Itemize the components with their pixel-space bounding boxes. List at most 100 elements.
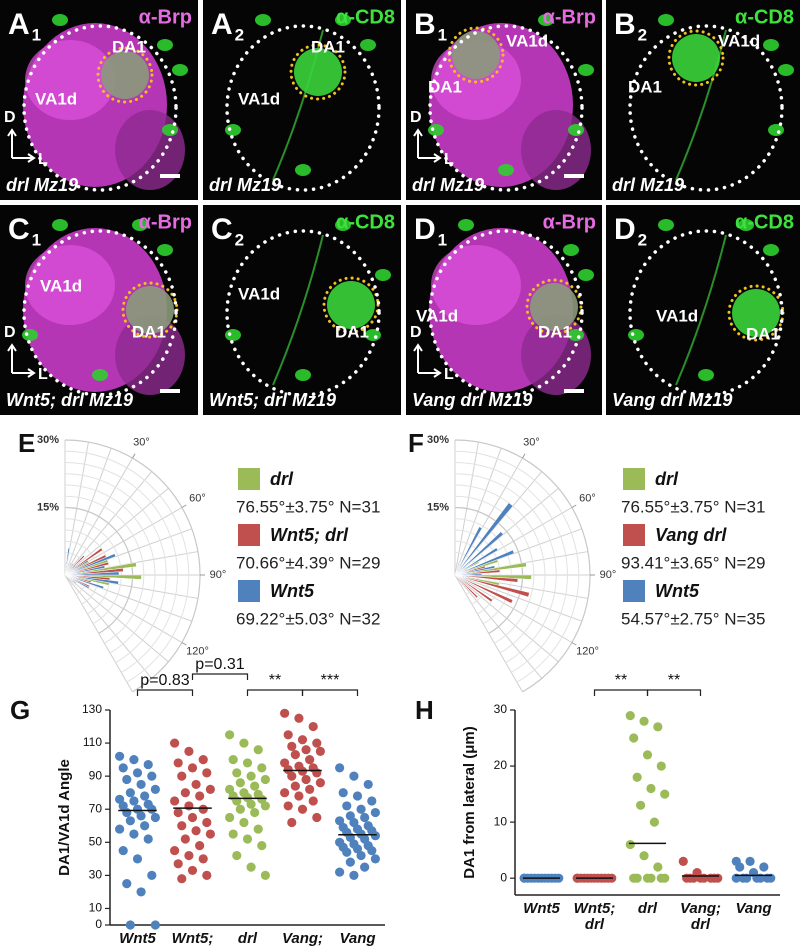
x-tick-label: Vang; drl (679, 900, 722, 933)
panel-subscript: 2 (235, 25, 244, 44)
data-point (184, 801, 194, 811)
data-point (250, 807, 260, 818)
data-point (335, 763, 345, 773)
data-point (198, 755, 208, 765)
data-point (280, 708, 290, 718)
rose-wedge (64, 561, 70, 576)
region-label: DA1 (428, 77, 462, 96)
data-point (315, 746, 325, 756)
glomerulus-outline (289, 43, 347, 101)
panel-letter: A (211, 8, 233, 41)
antennal-lobe-outline (628, 24, 784, 192)
data-point (147, 870, 157, 880)
y-tick-label: 70 (89, 801, 103, 815)
genotype-label: drl Mz19 (612, 175, 684, 195)
legend-stat: 70.66°±4.39° N=29 (236, 553, 380, 572)
rose-wedge (454, 574, 514, 604)
data-point (246, 771, 256, 781)
region-label: VA1d (656, 306, 698, 325)
data-point (649, 817, 659, 827)
rose-wedge (64, 562, 72, 576)
y-tick-label: 10 (89, 901, 103, 915)
data-point (653, 722, 663, 732)
data-point (283, 730, 293, 740)
data-point (625, 711, 635, 721)
ring-grid-minor (64, 473, 167, 664)
antennal-lobe-outline (225, 24, 381, 192)
legend-name: Wnt5 (655, 581, 700, 601)
y-tick-label: 0 (95, 917, 102, 931)
genotype-label: drl Mz19 (6, 175, 78, 195)
panel-subscript: 1 (438, 230, 447, 249)
region-label: VA1d (238, 89, 280, 108)
data-point (260, 801, 270, 811)
data-point (367, 845, 377, 856)
neuropil-stain (25, 40, 115, 120)
significance-bracket (191, 673, 249, 680)
glomerulus (732, 289, 780, 337)
data-point (335, 867, 345, 877)
region-label: DA1 (628, 77, 662, 96)
legend-name: Wnt5 (270, 581, 315, 601)
data-point (118, 845, 128, 856)
data-point (187, 763, 198, 773)
data-point (195, 841, 205, 851)
glomerulus (126, 286, 174, 334)
rose-wedge (64, 547, 103, 576)
rose-wedge (454, 565, 496, 576)
data-point (202, 817, 212, 828)
data-point (118, 763, 128, 773)
rose-wedge (64, 553, 117, 576)
region-label: DA1 (132, 322, 166, 341)
antennal-lobe-outline (428, 229, 584, 397)
cell-body (428, 124, 444, 136)
rose-wedge (64, 574, 119, 585)
angle-tick-label: 30° (133, 436, 150, 448)
angle-tick (522, 453, 526, 459)
legend-stat: 54.57°±2.75° N=35 (621, 609, 765, 628)
image-panel: B 2 α-CD8 drl Mz19 VA1d DA1 (606, 0, 800, 200)
region-label: VA1d (40, 276, 82, 295)
data-point (187, 812, 198, 823)
data-point (342, 847, 352, 857)
rose-wedge (64, 574, 77, 585)
legend-stat: 93.41°±3.65° N=29 (621, 553, 765, 572)
data-point (184, 850, 194, 861)
data-point (170, 796, 180, 806)
orientation-label: L (38, 151, 48, 168)
data-point (225, 730, 235, 740)
scale-bar (160, 174, 180, 178)
data-point (294, 713, 304, 723)
region-label: DA1 (746, 324, 780, 343)
data-point (170, 738, 180, 748)
genotype-label: Wnt5; drl Mz19 (6, 390, 133, 410)
panel-letter: G (10, 695, 30, 725)
data-point (646, 873, 656, 883)
rose-wedge (454, 574, 469, 580)
data-point (180, 788, 190, 798)
rose-wedge (64, 561, 110, 576)
cell-body (172, 64, 188, 76)
genotype-label: Wnt5; drl Mz19 (209, 390, 336, 410)
glomerulus-outline (447, 26, 505, 84)
cell-body (157, 39, 173, 51)
data-point (143, 759, 153, 770)
angle-tick (181, 642, 187, 646)
data-point (173, 758, 183, 768)
rose-wedge (64, 559, 89, 576)
data-point (625, 839, 635, 850)
data-point (629, 733, 639, 743)
panel-letter: E (18, 428, 35, 458)
genotype-label: Vang drl Mz19 (612, 390, 732, 410)
data-point (280, 788, 290, 798)
data-point (315, 778, 325, 788)
data-point (180, 834, 190, 844)
data-point (150, 920, 160, 930)
data-point (242, 834, 253, 844)
data-point (125, 788, 135, 798)
stain-label: α-Brp (543, 6, 596, 28)
angle-tick (132, 453, 136, 459)
data-point (632, 873, 642, 883)
stain-label: α-CD8 (735, 6, 794, 28)
orientation-label: D (4, 109, 16, 126)
